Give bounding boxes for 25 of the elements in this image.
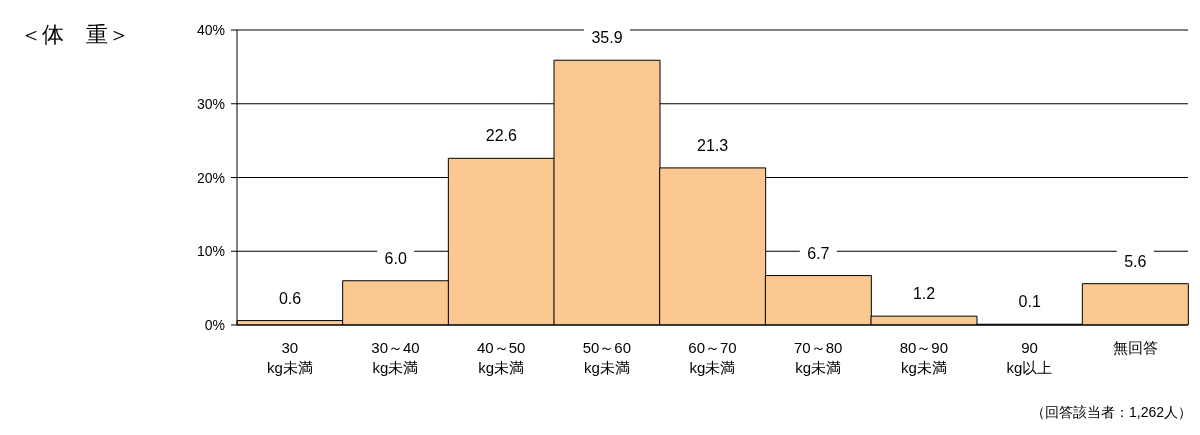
data-label: 0.6 <box>278 289 302 307</box>
data-label: 1.2 <box>912 285 936 303</box>
x-tick-label: 50～60 kg未満 <box>582 339 632 376</box>
x-tick-label: 90 kg以上 <box>1006 339 1053 376</box>
x-tick-label: 無回答 <box>1112 339 1158 356</box>
y-tick-label: 30% <box>196 95 225 112</box>
y-tick-label: 10% <box>196 243 225 260</box>
y-tick-label: 40% <box>196 22 225 38</box>
data-label: 6.7 <box>807 244 830 262</box>
data-label: 5.6 <box>1124 252 1147 270</box>
x-tick-label: 30～40 kg未満 <box>371 339 420 376</box>
x-tick-label: 40～50 kg未満 <box>476 339 526 376</box>
y-tick-label: 0% <box>204 317 225 333</box>
chart-title: ＜体 重＞ <box>20 21 130 49</box>
data-label: 35.9 <box>591 29 623 47</box>
x-tick-label: 80～90 kg未満 <box>899 339 949 376</box>
text: （回答該当者：1,262人） <box>1030 404 1192 422</box>
x-tick-label: 70～80 kg未満 <box>793 339 843 376</box>
data-label: 21.3 <box>697 136 729 154</box>
x-tick-label: 30 kg未満 <box>266 339 313 376</box>
data-label: 22.6 <box>485 127 518 145</box>
x-tick-label: 60～70 kg未満 <box>688 339 737 376</box>
y-tick-label: 20% <box>196 169 225 186</box>
data-label: 6.0 <box>384 249 407 267</box>
data-label: 0.1 <box>1018 293 1041 311</box>
